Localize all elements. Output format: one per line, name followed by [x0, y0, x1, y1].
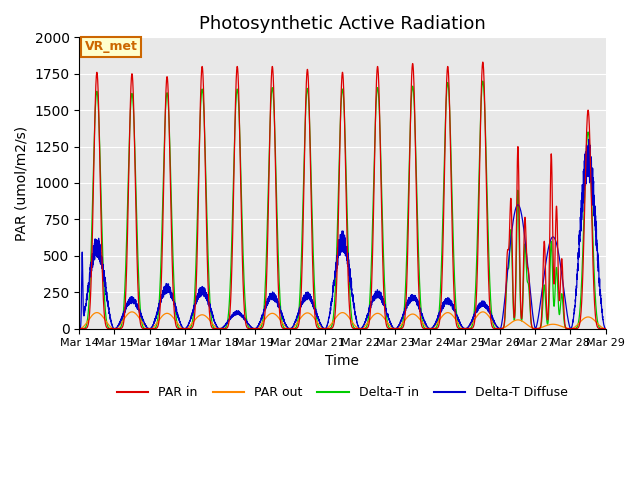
Delta-T in [479, 78, 486, 84]
Delta-T Diffuse [602, 326, 609, 332]
Delta-T in [602, 326, 609, 332]
Line: PAR out: PAR out [79, 312, 605, 329]
Delta-T in [460, 326, 468, 332]
Delta-T in [170, 280, 178, 286]
PAR in [479, 59, 486, 65]
PAR in [490, 325, 498, 331]
PAR in [431, 326, 439, 332]
Y-axis label: PAR (umol/m2/s): PAR (umol/m2/s) [15, 125, 29, 240]
PAR out [323, 325, 330, 331]
Delta-T Diffuse [170, 300, 178, 306]
PAR in [323, 326, 330, 332]
Delta-T in [431, 325, 439, 331]
PAR out [602, 326, 609, 332]
PAR in [170, 304, 178, 310]
PAR out [170, 316, 178, 322]
Delta-T Diffuse [601, 325, 609, 331]
Line: Delta-T Diffuse: Delta-T Diffuse [79, 139, 605, 329]
Delta-T in [490, 324, 498, 330]
Delta-T Diffuse [585, 136, 593, 142]
PAR in [602, 326, 609, 332]
PAR out [128, 309, 136, 315]
PAR out [490, 321, 498, 327]
Delta-T Diffuse [460, 325, 468, 331]
Line: PAR in: PAR in [79, 62, 605, 329]
Title: Photosynthetic Active Radiation: Photosynthetic Active Radiation [199, 15, 486, 33]
PAR in [76, 326, 83, 332]
Line: Delta-T in: Delta-T in [79, 81, 605, 329]
Delta-T in [323, 326, 330, 332]
X-axis label: Time: Time [326, 354, 360, 368]
PAR in [460, 326, 468, 332]
PAR out [76, 326, 83, 332]
Delta-T Diffuse [323, 324, 330, 329]
PAR in [601, 326, 609, 332]
Delta-T in [601, 326, 609, 332]
Delta-T Diffuse [111, 326, 118, 332]
Delta-T Diffuse [490, 319, 498, 324]
Delta-T Diffuse [431, 321, 439, 326]
PAR out [601, 326, 609, 332]
PAR out [431, 323, 439, 329]
Text: VR_met: VR_met [84, 40, 138, 53]
Delta-T Diffuse [76, 326, 83, 332]
PAR out [460, 325, 468, 331]
Legend: PAR in, PAR out, Delta-T in, Delta-T Diffuse: PAR in, PAR out, Delta-T in, Delta-T Dif… [112, 382, 573, 405]
Delta-T in [76, 326, 83, 332]
